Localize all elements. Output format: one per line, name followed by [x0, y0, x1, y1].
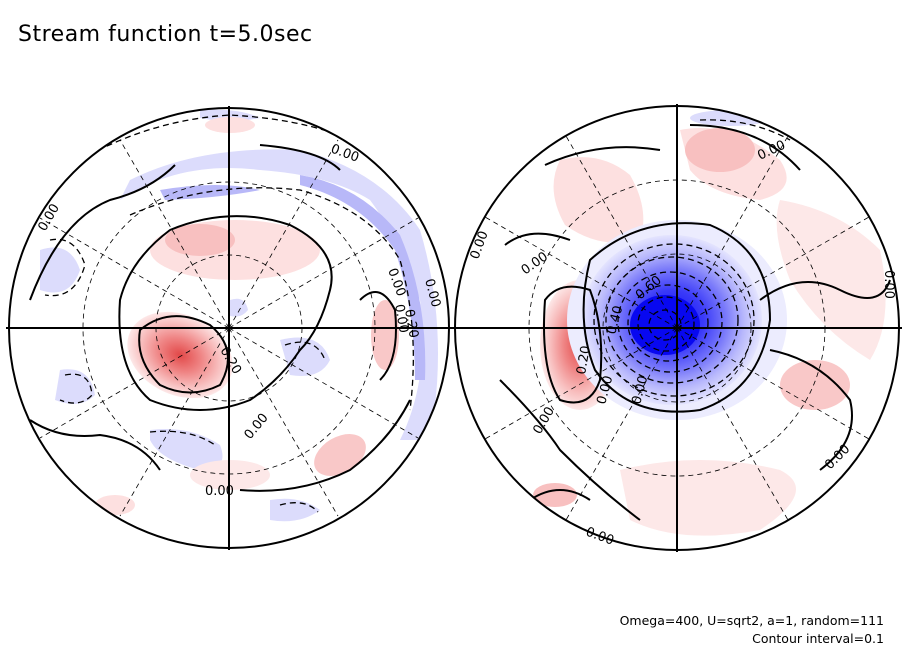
- contour-label: 0.20: [401, 308, 421, 339]
- contour-label: 0.00: [391, 303, 411, 334]
- right-contours-dashed: [593, 119, 791, 397]
- parameters-note: Omega=400, U=sqrt2, a=1, random=111: [619, 613, 884, 628]
- right-contours: [499, 124, 891, 521]
- contour-label: 0.00: [629, 374, 651, 406]
- left-contours: [29, 144, 411, 492]
- contour-label: 0.00: [205, 484, 234, 499]
- contour-interval-note: Contour interval=0.1: [752, 631, 884, 646]
- contour-label: 0.00: [881, 270, 896, 299]
- contour-label: 0.00: [421, 277, 443, 309]
- plot-title: Stream function t=5.0sec: [18, 22, 313, 47]
- contour-label: 0.00: [594, 374, 616, 406]
- contour-label: 0.20: [574, 345, 594, 376]
- contour-label: 0.40: [604, 304, 626, 336]
